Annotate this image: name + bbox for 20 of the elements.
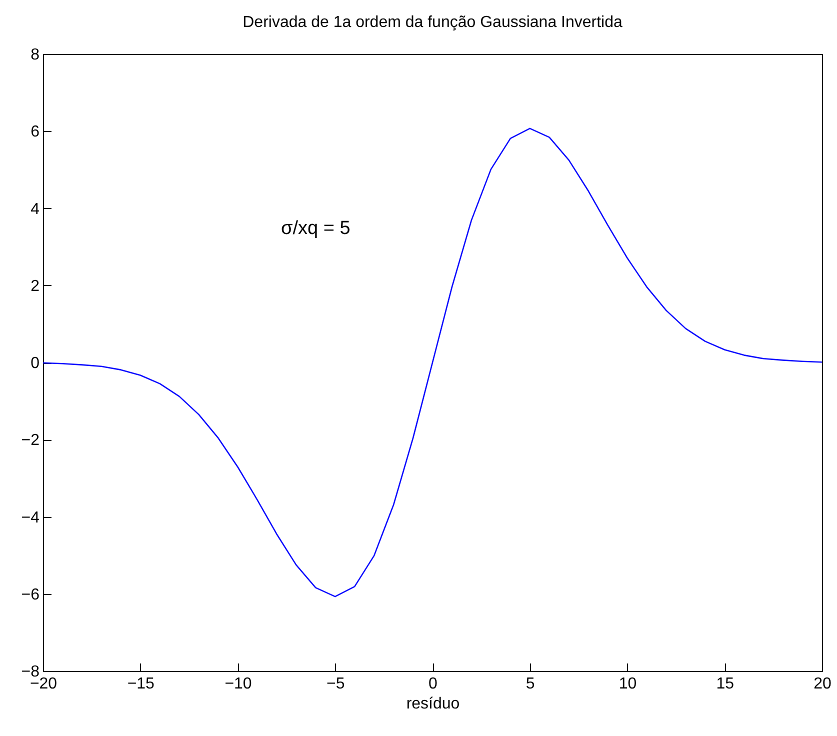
line-series xyxy=(43,128,822,598)
y-tick-label: 2 xyxy=(30,278,40,295)
chart-title: Derivada de 1a ordem da função Gaussiana Invertida xyxy=(242,14,622,31)
x-tick-label: −10 xyxy=(224,676,252,692)
y-tick-label: −4 xyxy=(21,509,40,526)
x-tick-label: 0 xyxy=(428,676,438,692)
x-tick-label: −15 xyxy=(127,676,155,692)
x-axis-title: resíduo xyxy=(406,696,460,712)
x-tick-label: 5 xyxy=(526,676,535,692)
y-tick-label: 8 xyxy=(30,46,40,64)
x-tick-label: 15 xyxy=(716,676,734,692)
x-tick-label: −5 xyxy=(326,676,345,692)
y-tick-label: 6 xyxy=(30,124,40,141)
y-tick-label: −6 xyxy=(21,586,40,604)
x-tick-label: 20 xyxy=(814,676,832,692)
y-tick-label: 4 xyxy=(30,200,40,218)
y-tick-label: −2 xyxy=(21,432,40,450)
annotation: σ/xq = 5 xyxy=(281,218,350,239)
y-tick-label: 0 xyxy=(30,355,40,372)
x-tick-label: 10 xyxy=(618,676,637,692)
